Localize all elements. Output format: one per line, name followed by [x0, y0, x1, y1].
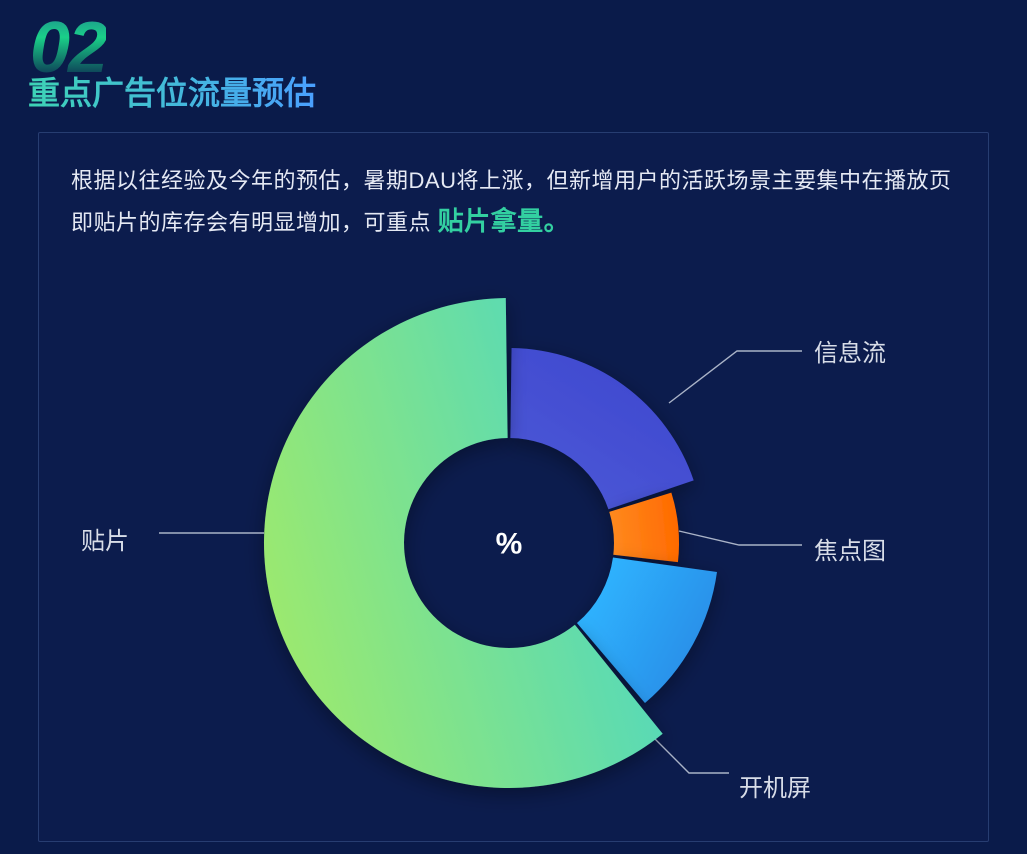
chart-card: 根据以往经验及今年的预估，暑期DAU将上涨，但新增用户的活跃场景主要集中在播放页… [38, 132, 989, 842]
leader-line [679, 531, 802, 545]
chart-center-label: % [496, 528, 523, 561]
pie-slice [264, 298, 663, 788]
slice-label: 开机屏 [739, 768, 811, 803]
donut-chart: % 信息流焦点图开机屏 贴片 [39, 273, 988, 813]
description-highlight: 贴片拿量。 [438, 206, 571, 236]
slice-label: 贴片 [81, 521, 129, 556]
slice-label: 信息流 [814, 333, 886, 368]
leader-line [669, 351, 802, 403]
slice-label: 焦点图 [814, 531, 886, 566]
section-title: 重点广告位流量预估 [28, 68, 316, 114]
page: 02 重点广告位流量预估 根据以往经验及今年的预估，暑期DAU将上涨，但新增用户… [0, 0, 1027, 854]
description: 根据以往经验及今年的预估，暑期DAU将上涨，但新增用户的活跃场景主要集中在播放页… [71, 161, 956, 243]
pie-slice [510, 348, 693, 509]
